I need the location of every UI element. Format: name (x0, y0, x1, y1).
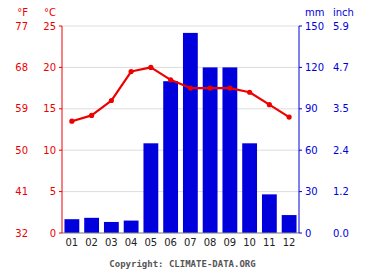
y-axis-line (62, 26, 63, 233)
bar (104, 222, 119, 233)
y-tick-label: 25 (43, 21, 56, 32)
marker (208, 86, 213, 91)
x-tick-label: 11 (263, 237, 276, 248)
line (72, 67, 289, 121)
bar (242, 143, 257, 233)
bar (282, 215, 297, 233)
secondary-tick-label: 4.7 (333, 62, 349, 73)
x-tick-label: 10 (243, 237, 256, 248)
y2-tick-label: 0 (305, 228, 311, 239)
y2-axis-label: mm (305, 7, 324, 18)
x-tick-label: 07 (184, 237, 197, 248)
x-tick-label: 04 (125, 237, 138, 248)
x-tick-label: 12 (283, 237, 296, 248)
y2-tick-label: 120 (305, 62, 324, 73)
secondary-tick-label: 2.4 (333, 145, 349, 156)
y-tick (59, 67, 62, 68)
y2-tick-label: 150 (305, 21, 324, 32)
y-tick-label: 0 (50, 228, 56, 239)
secondary-tick-label: 0.0 (333, 228, 349, 239)
bar (222, 67, 237, 233)
y2-tick (299, 233, 302, 234)
y-tick (59, 191, 62, 192)
y-tick-label: 10 (43, 145, 56, 156)
secondary-axis-label: inch (333, 7, 354, 18)
y2-tick (299, 26, 302, 27)
secondary-tick-label: 59 (15, 103, 28, 114)
secondary-tick-label: 32 (15, 228, 28, 239)
bar (143, 143, 158, 233)
y-tick-label: 20 (43, 62, 56, 73)
marker (188, 86, 193, 91)
chart: 0510152025030609012015001020304050607080… (0, 0, 365, 273)
y-tick (59, 26, 62, 27)
x-axis-line (62, 233, 299, 234)
grid-line (62, 233, 299, 234)
secondary-tick-label: 3.5 (333, 103, 349, 114)
x-tick-label: 05 (145, 237, 158, 248)
plot-area (64, 33, 296, 233)
y-tick (59, 150, 62, 151)
grid-line (62, 26, 299, 27)
y-axis-label: °C (44, 7, 56, 18)
x-tick-label: 09 (224, 237, 237, 248)
secondary-tick-label: 77 (15, 21, 28, 32)
y2-tick (299, 67, 302, 68)
marker (227, 86, 232, 91)
bar (203, 67, 218, 233)
secondary-tick-label: 1.2 (333, 186, 349, 197)
y2-tick-label: 30 (305, 186, 318, 197)
y-tick-label: 15 (43, 103, 56, 114)
marker (69, 119, 74, 124)
y2-tick-label: 60 (305, 145, 318, 156)
x-tick-label: 08 (204, 237, 217, 248)
marker (89, 113, 94, 118)
secondary-tick-label: 5.9 (333, 21, 349, 32)
y2-tick (299, 150, 302, 151)
secondary-tick-label: 68 (15, 62, 28, 73)
marker (148, 65, 153, 70)
caption: Copyright: CLIMATE-DATA.ORG (109, 259, 255, 269)
x-tick-label: 02 (85, 237, 98, 248)
grid-line (62, 191, 299, 192)
y2-axis-line (299, 26, 300, 233)
bar (124, 221, 139, 233)
bar (163, 81, 178, 233)
y-tick-label: 5 (50, 186, 56, 197)
x-tick-label: 06 (164, 237, 177, 248)
marker (129, 69, 134, 74)
y2-tick (299, 191, 302, 192)
bar (84, 218, 99, 233)
x-tick-label: 03 (105, 237, 118, 248)
grid-line (62, 67, 299, 68)
secondary-axis-label: °F (17, 7, 28, 18)
bar (183, 33, 198, 233)
bar (64, 219, 79, 233)
y-tick (59, 233, 62, 234)
marker (267, 102, 272, 107)
marker (109, 98, 114, 103)
secondary-tick-label: 41 (15, 186, 28, 197)
grid (62, 26, 299, 233)
bar (262, 194, 277, 233)
grid-line (62, 150, 299, 151)
marker (247, 90, 252, 95)
secondary-tick-label: 50 (15, 145, 28, 156)
x-tick-label: 01 (66, 237, 79, 248)
grid-line (62, 108, 299, 109)
y2-tick (299, 108, 302, 109)
y2-tick-label: 90 (305, 103, 318, 114)
marker (168, 77, 173, 82)
y-tick (59, 108, 62, 109)
marker (287, 114, 292, 119)
